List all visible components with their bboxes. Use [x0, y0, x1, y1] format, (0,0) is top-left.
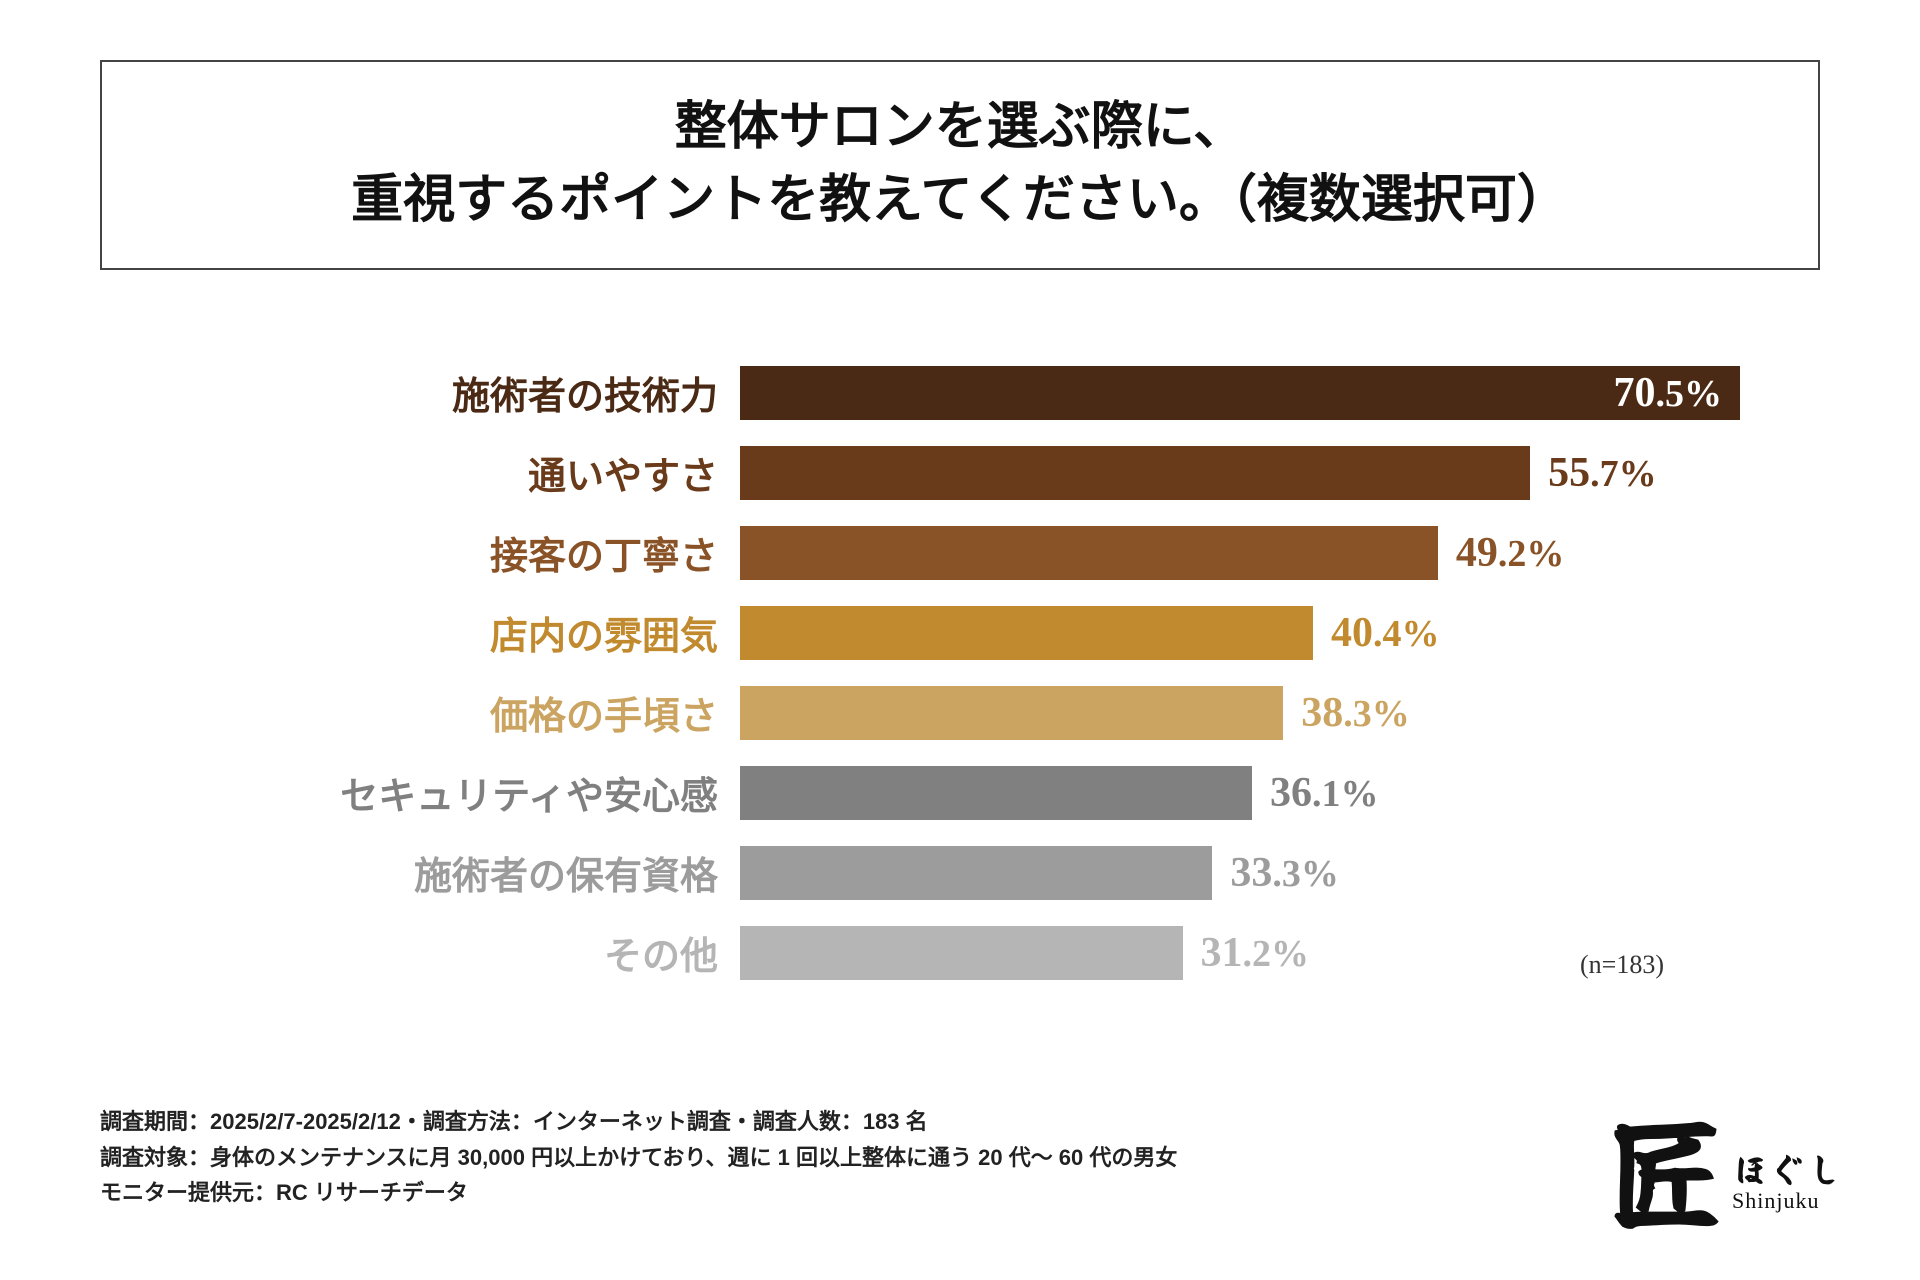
- chart-container: 整体サロンを選ぶ際に、 重視するポイントを教えてください。（複数選択可） 施術者…: [0, 0, 1920, 1280]
- bar-value: 38.3%: [1301, 689, 1410, 737]
- logo-mark: 匠: [1600, 1100, 1730, 1230]
- bar-chart: 施術者の技術力 70.5% 通いやすさ 55.7% 接客の丁寧さ 49.2% 店内の雰囲気 4…: [260, 360, 1820, 986]
- bar-label: セキュリティや安心感: [260, 765, 740, 820]
- title-line-1: 整体サロンを選ぶ際に、: [142, 92, 1778, 165]
- bar-label: 施術者の保有資格: [260, 845, 740, 900]
- bar-value: 55.7%: [1548, 449, 1657, 497]
- bar-value: 36.1%: [1270, 769, 1379, 817]
- bar-row: 価格の手頃さ 38.3%: [260, 680, 1820, 746]
- bar-label: 接客の丁寧さ: [260, 525, 740, 580]
- bar: [740, 606, 1313, 660]
- bar-row: 施術者の技術力 70.5%: [260, 360, 1820, 426]
- bar-value: 31.2%: [1201, 929, 1310, 977]
- bar: [740, 926, 1183, 980]
- footer-line-1: 調査期間：2025/2/7-2025/2/12・調査方法：インターネット調査・調…: [100, 1104, 1177, 1139]
- bar-label: 店内の雰囲気: [260, 605, 740, 660]
- title-line-2: 重視するポイントを教えてください。（複数選択可）: [142, 165, 1778, 238]
- logo-sub2: Shinjuku: [1732, 1190, 1840, 1212]
- bar-label: その他: [260, 925, 740, 980]
- bar-label: 通いやすさ: [260, 445, 740, 500]
- bar-wrap: 55.7%: [740, 446, 1740, 500]
- footer-line-2: 調査対象：身体のメンテナンスに月 30,000 円以上かけており、週に 1 回以…: [100, 1140, 1177, 1175]
- bar-value: 70.5%: [1614, 369, 1723, 417]
- logo-sub1: ほぐし: [1732, 1150, 1840, 1186]
- bar-row: セキュリティや安心感 36.1%: [260, 760, 1820, 826]
- bar: [740, 366, 1740, 420]
- bar-row: 通いやすさ 55.7%: [260, 440, 1820, 506]
- title-box: 整体サロンを選ぶ際に、 重視するポイントを教えてください。（複数選択可）: [100, 60, 1820, 270]
- bar: [740, 846, 1212, 900]
- bar-wrap: 38.3%: [740, 686, 1740, 740]
- bar-wrap: 40.4%: [740, 606, 1740, 660]
- bar-wrap: 70.5%: [740, 366, 1740, 420]
- bar: [740, 766, 1252, 820]
- bar: [740, 686, 1283, 740]
- bar-value: 49.2%: [1456, 529, 1565, 577]
- bar-label: 価格の手頃さ: [260, 685, 740, 740]
- bar-wrap: 33.3%: [740, 846, 1740, 900]
- bar-row: 施術者の保有資格 33.3%: [260, 840, 1820, 906]
- bar: [740, 526, 1438, 580]
- bar: [740, 446, 1530, 500]
- bar-row: 接客の丁寧さ 49.2%: [260, 520, 1820, 586]
- brand-logo: 匠 ほぐし Shinjuku: [1600, 1100, 1840, 1230]
- sample-size-note: (n=183): [1580, 950, 1664, 980]
- survey-footer: 調査期間：2025/2/7-2025/2/12・調査方法：インターネット調査・調…: [100, 1104, 1177, 1210]
- bar-value: 33.3%: [1230, 849, 1339, 897]
- footer-line-3: モニター提供元：RC リサーチデータ: [100, 1175, 1177, 1210]
- bar-wrap: 36.1%: [740, 766, 1740, 820]
- bar-wrap: 49.2%: [740, 526, 1740, 580]
- bar-label: 施術者の技術力: [260, 365, 740, 420]
- bar-value: 40.4%: [1331, 609, 1440, 657]
- bar-row: 店内の雰囲気 40.4%: [260, 600, 1820, 666]
